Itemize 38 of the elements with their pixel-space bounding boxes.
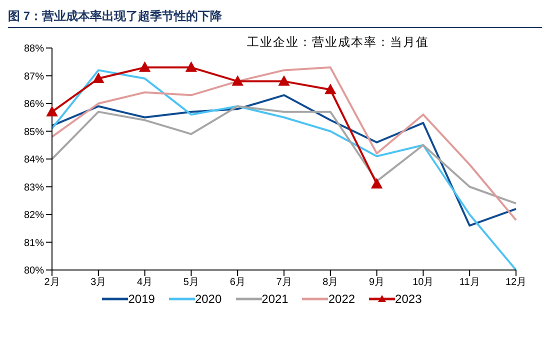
legend-label: 2023 bbox=[395, 292, 422, 306]
x-tick-label: 6月 bbox=[230, 277, 246, 288]
x-tick-label: 4月 bbox=[137, 277, 153, 288]
x-tick-label: 12月 bbox=[505, 277, 527, 288]
legend-label: 2022 bbox=[328, 292, 356, 306]
x-tick-label: 10月 bbox=[412, 277, 434, 288]
x-tick-label: 8月 bbox=[322, 277, 338, 288]
point bbox=[324, 84, 336, 94]
point bbox=[232, 76, 244, 86]
y-tick-label: 85% bbox=[24, 126, 44, 138]
legend-label: 2020 bbox=[194, 292, 222, 306]
point bbox=[186, 62, 197, 72]
y-tick-label: 83% bbox=[24, 182, 44, 194]
line-series bbox=[51, 105, 517, 204]
y-tick-label: 82% bbox=[24, 210, 44, 222]
line-series bbox=[51, 94, 517, 227]
legend-label: 2019 bbox=[128, 292, 155, 306]
point bbox=[46, 106, 58, 116]
x-tick-label: 7月 bbox=[276, 277, 292, 288]
y-tick-label: 84% bbox=[24, 154, 44, 166]
y-tick-label: 80% bbox=[24, 266, 44, 277]
x-tick-label: 11月 bbox=[459, 277, 480, 288]
point bbox=[139, 62, 150, 72]
y-tick-label: 86% bbox=[24, 99, 44, 110]
x-tick-label: 3月 bbox=[90, 277, 106, 288]
x-tick-label: 5月 bbox=[183, 277, 199, 288]
y-tick-label: 81% bbox=[24, 238, 44, 249]
line-series bbox=[51, 66, 517, 222]
x-tick-label: 2月 bbox=[44, 277, 60, 288]
chart-title: 图 7：营业成本率出现了超季节性的下降 bbox=[8, 8, 542, 28]
y-tick-label: 87% bbox=[24, 71, 44, 82]
chart-subtitle: 工业企业：营业成本率：当月值 bbox=[246, 34, 430, 51]
x-tick-label: 9月 bbox=[369, 277, 385, 288]
point bbox=[278, 76, 290, 86]
legend-label: 2021 bbox=[262, 292, 288, 306]
point bbox=[371, 178, 382, 188]
point bbox=[92, 73, 104, 84]
y-tick-label: 88% bbox=[24, 44, 44, 55]
